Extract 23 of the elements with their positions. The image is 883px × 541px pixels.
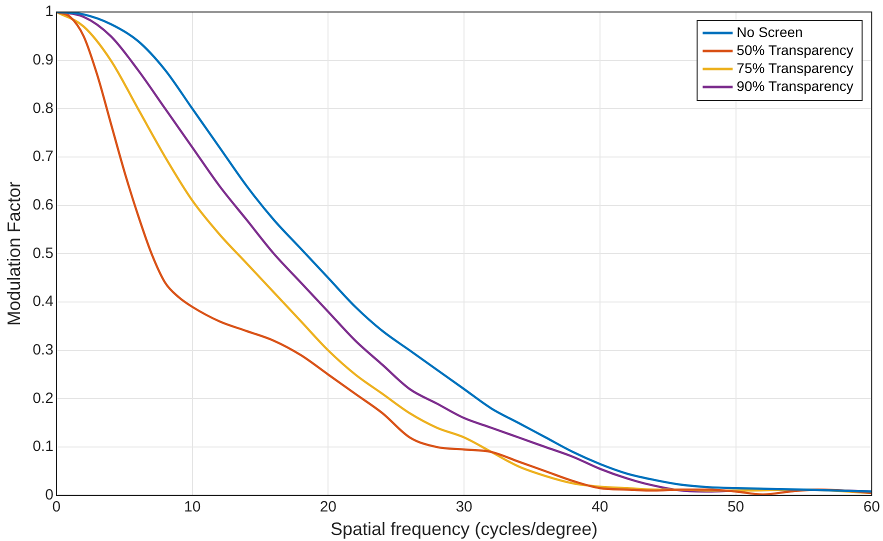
y-tick-label: 0.1 (32, 438, 54, 456)
x-tick-label: 50 (727, 498, 744, 516)
x-tick-label: 20 (320, 498, 337, 516)
legend-label: 50% Transparency (736, 42, 854, 58)
y-tick-label: 1 (45, 3, 54, 20)
x-tick-label: 30 (456, 498, 472, 516)
y-tick-label: 0.4 (32, 293, 54, 310)
y-tick-label: 0.5 (32, 244, 54, 262)
legend-label: 75% Transparency (736, 60, 854, 76)
y-tick-label: 0.8 (32, 100, 54, 117)
y-tick-label: 0.2 (32, 390, 54, 407)
y-axis-title: Modulation Factor (4, 182, 24, 326)
x-tick-label: 40 (592, 498, 608, 516)
y-tick-label: 0 (45, 486, 54, 504)
x-tick-label: 10 (184, 498, 201, 516)
x-tick-label: 60 (863, 498, 880, 516)
x-axis-title: Spatial frequency (cycles/degree) (330, 519, 598, 540)
y-tick-label: 0.3 (32, 342, 54, 359)
y-tick-label: 0.7 (32, 148, 54, 166)
y-tick-label: 0.9 (32, 51, 54, 68)
y-tick-label: 0.6 (32, 196, 54, 214)
legend-label: 90% Transparency (736, 78, 854, 94)
legend-label: No Screen (736, 24, 803, 40)
